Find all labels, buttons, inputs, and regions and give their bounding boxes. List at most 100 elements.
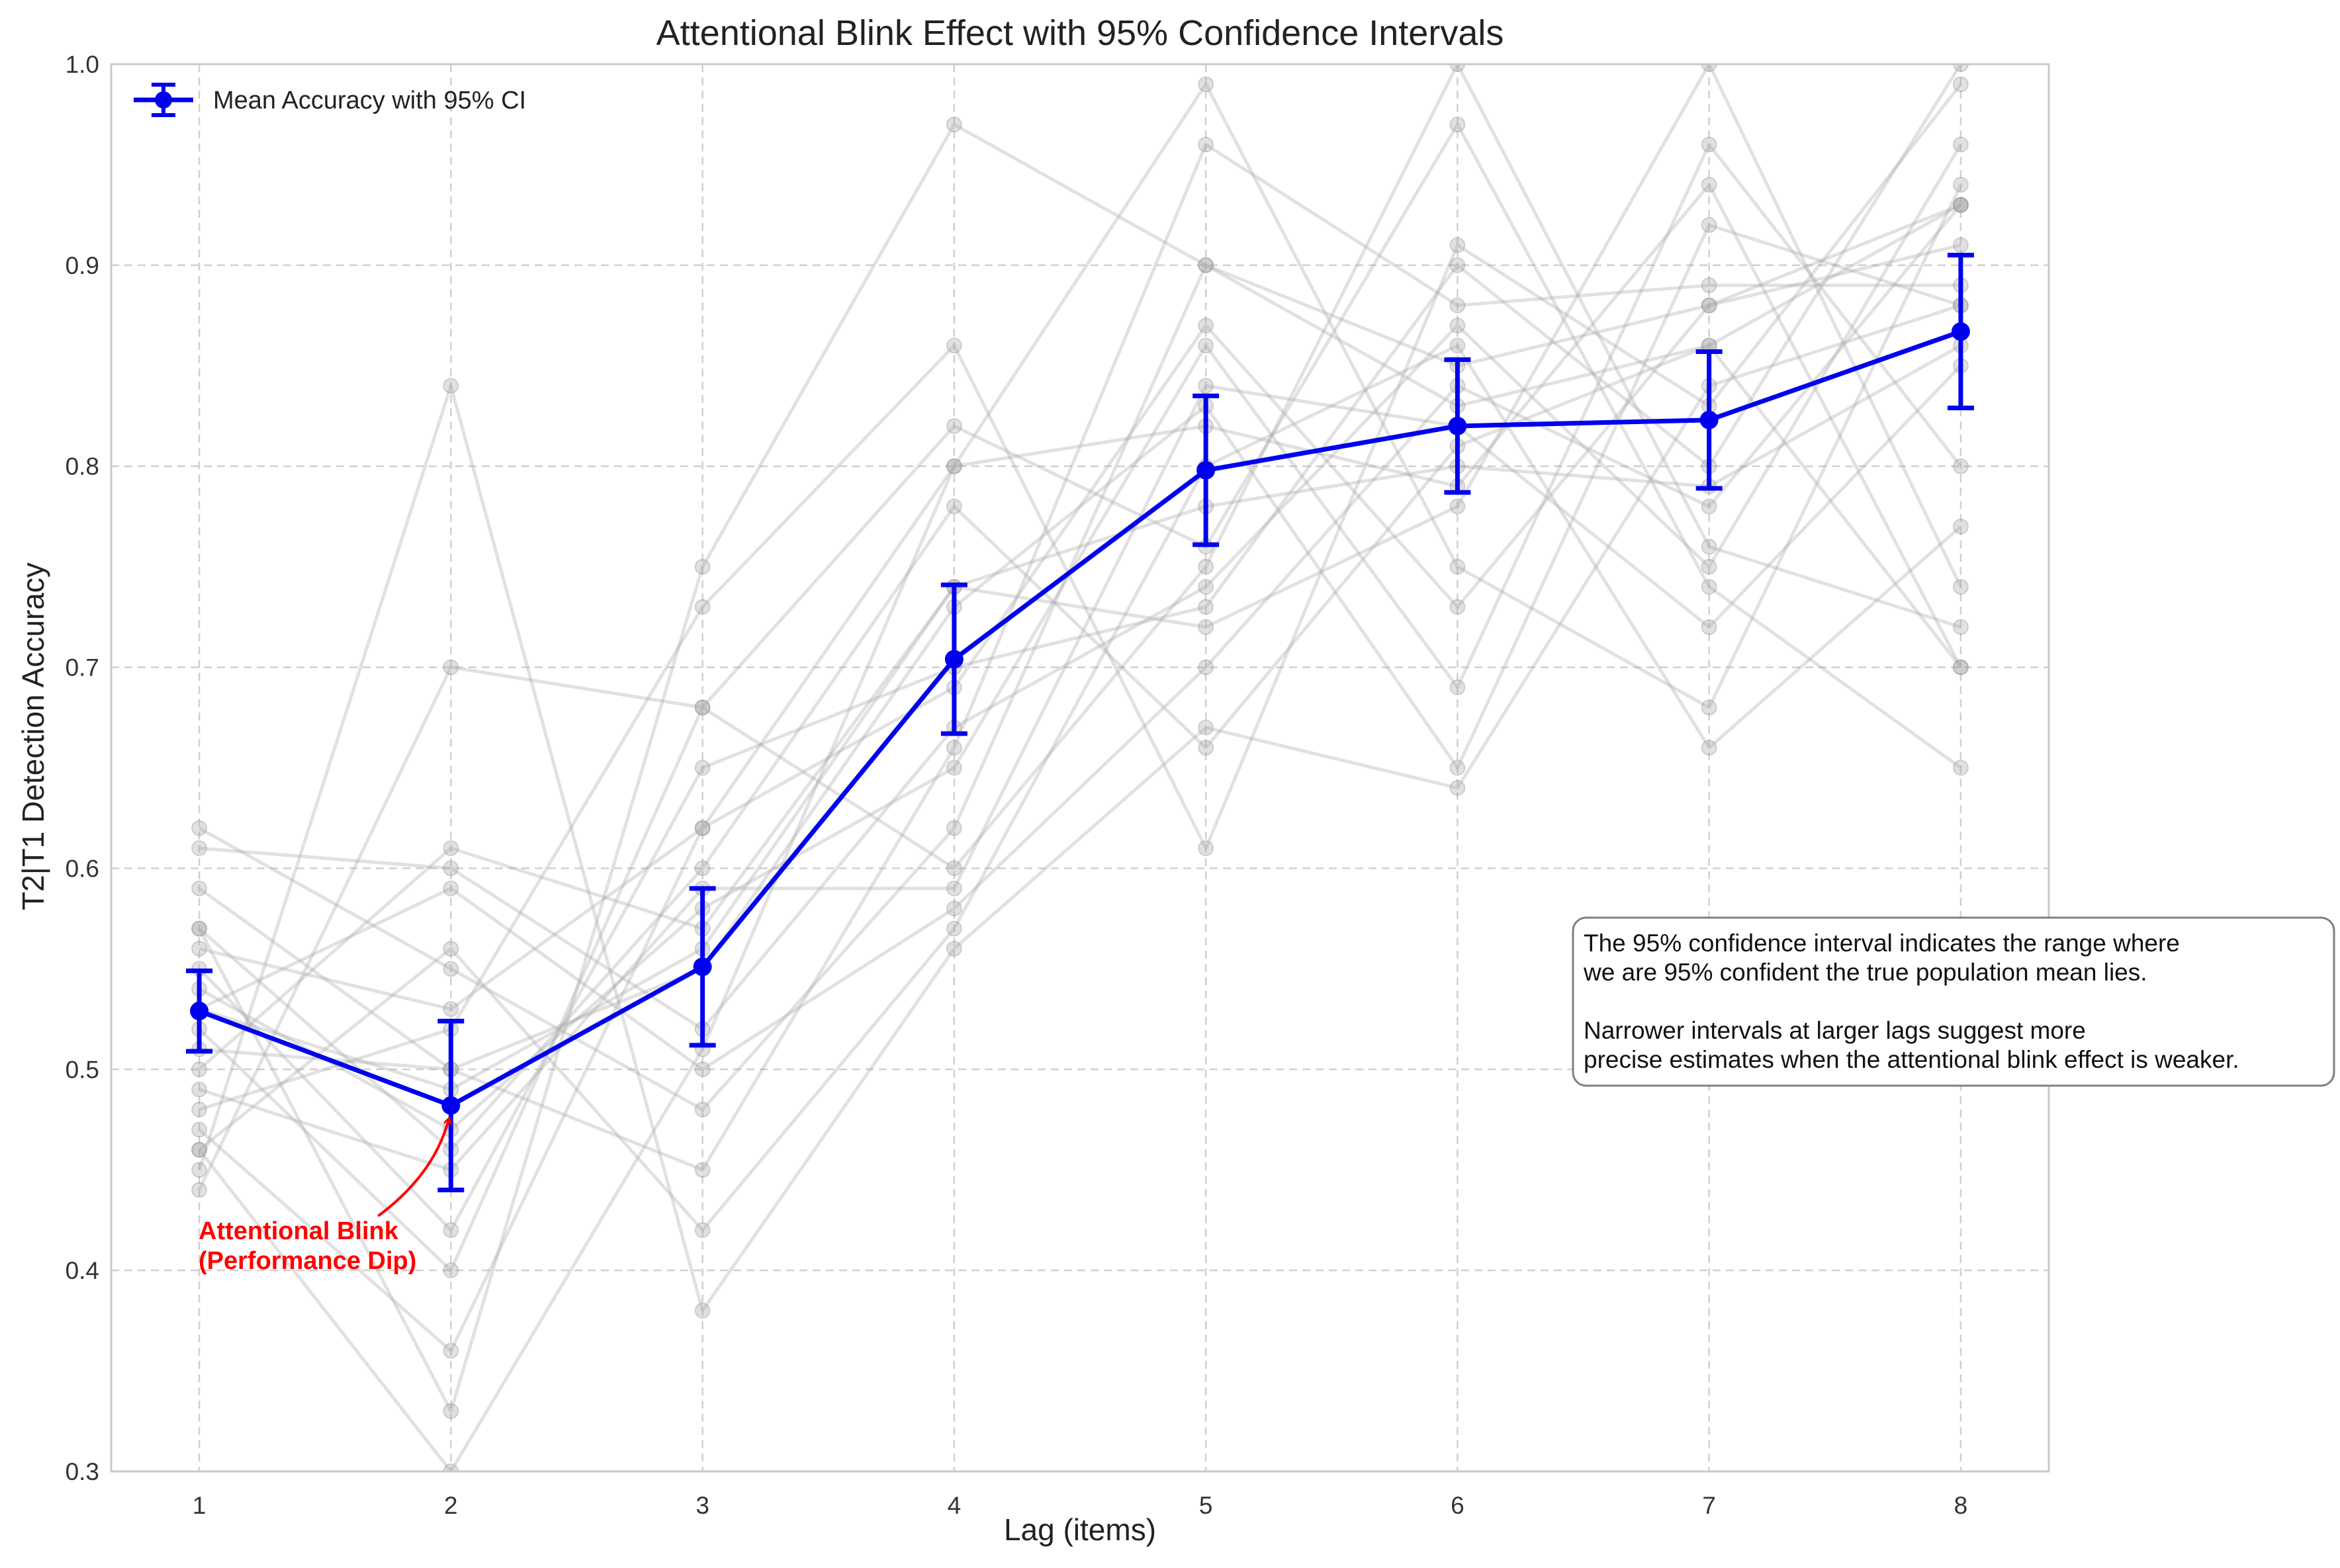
mean-point xyxy=(441,1096,461,1115)
participant-point xyxy=(1701,579,1717,595)
annotation-arrow xyxy=(377,1119,449,1217)
participant-point xyxy=(694,1302,711,1319)
participant-point xyxy=(443,840,459,857)
participant-point xyxy=(1449,237,1466,253)
participant-point xyxy=(1701,277,1717,294)
participant-point xyxy=(443,1001,459,1018)
legend-label: Mean Accuracy with 95% CI xyxy=(213,87,526,114)
participant-line xyxy=(198,223,1961,1071)
participant-point xyxy=(1449,679,1466,695)
participant-point xyxy=(1952,760,1969,776)
participant-point xyxy=(443,940,459,957)
participant-line xyxy=(198,343,1962,1152)
note-line-4: Narrower intervals at larger lags sugges… xyxy=(1584,1017,2086,1044)
participant-point xyxy=(1952,579,1969,595)
participant-point xyxy=(1198,76,1214,93)
note-box-frame xyxy=(1572,916,2335,1087)
participant-line xyxy=(198,183,1963,1471)
participant-point xyxy=(191,1061,208,1078)
mean-point xyxy=(693,957,712,977)
participant-point xyxy=(694,860,711,877)
mean-point xyxy=(1699,410,1719,429)
participant-point xyxy=(191,840,208,857)
plot-frame xyxy=(110,63,2050,1473)
participant-line xyxy=(199,143,1961,1172)
mean-line xyxy=(198,329,1962,1108)
mean-point xyxy=(1951,322,1970,341)
x-tick-label: 7 xyxy=(1702,1492,1716,1519)
participant-point xyxy=(1198,337,1214,354)
participant-point xyxy=(1449,498,1466,515)
participant-point xyxy=(946,860,962,877)
x-tick-label: 1 xyxy=(193,1492,206,1519)
participant-point xyxy=(1952,237,1969,253)
participant-point xyxy=(191,1182,208,1198)
x-tick-label: 5 xyxy=(1199,1492,1213,1519)
chart-title: Attentional Blink Effect with 95% Confid… xyxy=(656,13,1504,53)
x-axis-label: Lag (items) xyxy=(1004,1512,1156,1547)
mean-point xyxy=(944,650,964,669)
participant-point xyxy=(694,820,711,836)
participant-point xyxy=(1701,297,1717,314)
y-tick-label: 0.3 xyxy=(66,1458,99,1485)
participant-point xyxy=(1952,196,1969,213)
participant-point xyxy=(1198,659,1214,675)
participant-point xyxy=(1952,177,1969,193)
participant-point xyxy=(946,900,962,917)
participant-point xyxy=(946,417,962,434)
participant-line xyxy=(198,64,1963,1232)
participant-point xyxy=(1701,498,1717,515)
annotation-line-2: (Performance Dip) xyxy=(199,1247,416,1275)
participant-point xyxy=(191,820,208,836)
participant-point xyxy=(443,659,459,675)
participant-point xyxy=(443,378,459,394)
participant-point xyxy=(694,699,711,716)
participant-point xyxy=(1449,116,1466,133)
participant-point xyxy=(443,1262,459,1279)
participant-line xyxy=(199,365,1962,1172)
participant-point xyxy=(1198,719,1214,736)
participant-point xyxy=(946,940,962,957)
participant-point xyxy=(1952,518,1969,535)
y-tick-label: 0.5 xyxy=(66,1056,99,1083)
participant-point xyxy=(191,1141,208,1158)
note-line-2: we are 95% confident the true population… xyxy=(1583,959,2147,986)
participant-point xyxy=(694,599,711,615)
participant-point xyxy=(1701,699,1717,716)
legend: Mean Accuracy with 95% CI xyxy=(134,83,526,117)
participant-point xyxy=(1952,64,1969,72)
participant-point xyxy=(443,880,459,896)
note-line-1: The 95% confidence interval indicates th… xyxy=(1584,930,2180,957)
participant-point xyxy=(1198,257,1214,273)
participant-point xyxy=(946,820,962,836)
participant-point xyxy=(191,1141,208,1158)
participant-line xyxy=(198,203,1961,1111)
participant-point xyxy=(1952,659,1969,675)
note-line-5: precise estimates when the attentional b… xyxy=(1584,1046,2239,1073)
y-axis-label: T2|T1 Detection Accuracy xyxy=(16,562,50,910)
participant-point xyxy=(694,558,711,575)
participant-point xyxy=(1449,297,1466,314)
participant-point xyxy=(191,880,208,896)
participant-line xyxy=(199,144,1963,1031)
participant-point xyxy=(1449,257,1466,273)
participant-point xyxy=(443,961,459,977)
participant-point xyxy=(694,1162,711,1178)
participant-point xyxy=(1449,318,1466,334)
x-tick-label: 8 xyxy=(1954,1492,1968,1519)
participant-point xyxy=(1952,76,1969,93)
participant-point xyxy=(946,880,962,896)
participant-point xyxy=(1701,64,1717,72)
participant-point xyxy=(1449,64,1466,72)
participant-point xyxy=(1198,558,1214,575)
participant-point xyxy=(1198,619,1214,635)
participant-point xyxy=(1449,558,1466,575)
participant-point xyxy=(1198,599,1214,615)
participant-line xyxy=(198,122,1962,1272)
mean-point xyxy=(1448,416,1467,435)
participant-point xyxy=(1449,760,1466,776)
participant-point xyxy=(946,458,962,474)
mean-point xyxy=(1196,460,1216,480)
